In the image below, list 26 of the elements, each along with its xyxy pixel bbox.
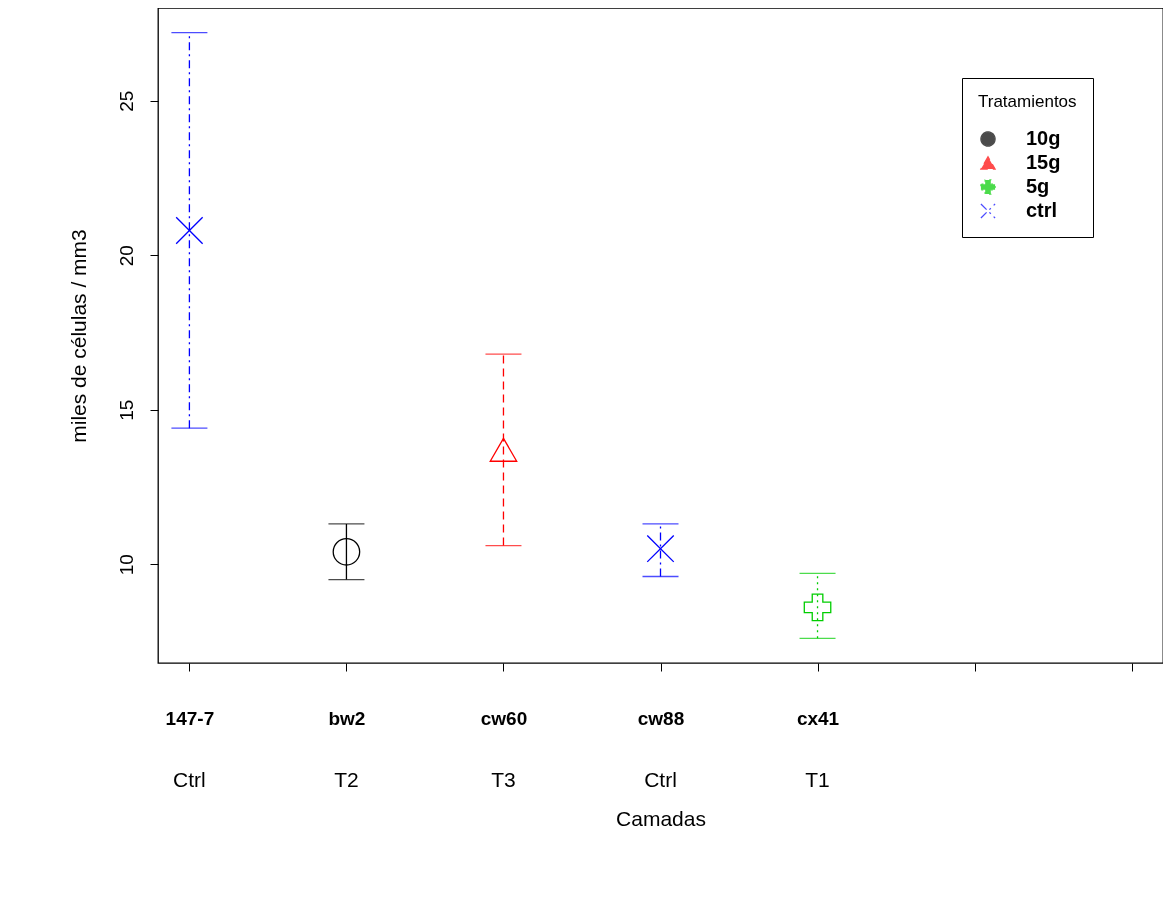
legend-label: 10g <box>1026 127 1061 149</box>
x-tick-label: cw88 <box>637 707 685 729</box>
legend-label: 15g <box>1026 151 1061 173</box>
point <box>646 534 675 563</box>
x-tick-label: cx41 <box>796 707 840 729</box>
text: Ctrl <box>173 768 206 791</box>
text: T1 <box>805 768 830 791</box>
text: T2 <box>334 768 359 791</box>
text: Ctrl <box>644 768 677 791</box>
x-tick-label: cw60 <box>480 707 528 729</box>
legend-title: Tratamientos <box>978 92 1077 111</box>
x-tick-label: 147-7 <box>165 707 215 729</box>
y-tick-label: 25 <box>115 90 137 112</box>
y-tick-label: 10 <box>115 554 137 576</box>
point <box>175 216 204 245</box>
legend-label: 5g <box>1026 175 1050 197</box>
x-axis-title: Camadas <box>616 806 706 830</box>
point <box>803 593 832 622</box>
legend-label: ctrl <box>1026 199 1058 221</box>
text: T3 <box>491 768 516 791</box>
y-axis-title: miles de células / mm3 <box>66 229 90 443</box>
y-tick-label: 15 <box>115 399 137 421</box>
x-tick-label: bw2 <box>328 707 366 729</box>
point <box>489 437 518 462</box>
y-tick-label: 20 <box>115 245 137 267</box>
point <box>332 537 361 566</box>
